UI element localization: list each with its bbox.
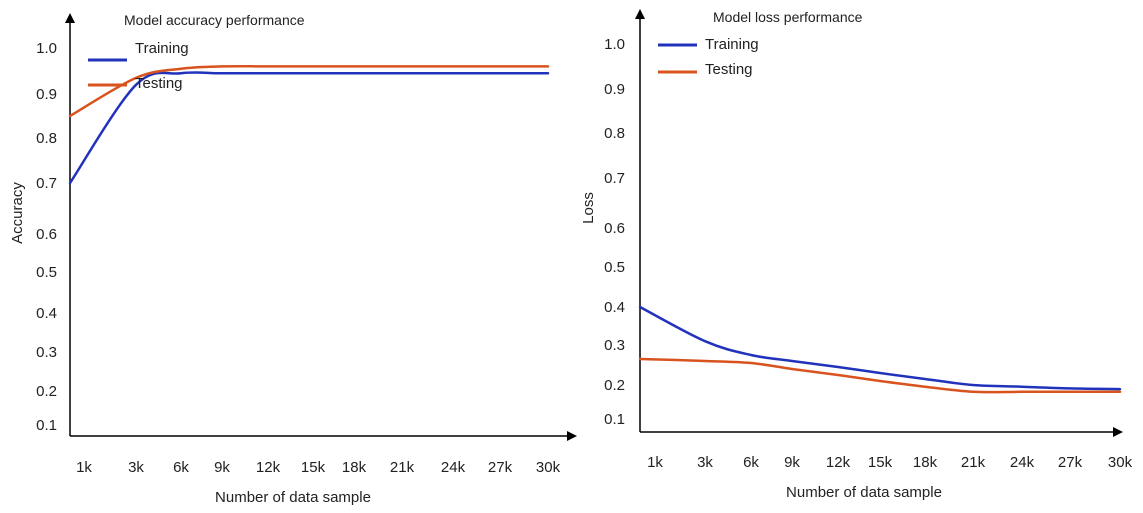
- accuracy-chart: Model accuracy performance Accuracy Numb…: [9, 12, 577, 506]
- y-tick-label: 0.7: [604, 170, 625, 187]
- x-axis-title: Number of data sample: [786, 484, 942, 501]
- x-tick-label: 21k: [961, 454, 986, 471]
- chart-title: Model loss performance: [713, 9, 863, 25]
- y-tick-label: 0.9: [604, 81, 625, 98]
- y-tick-label: 0.3: [604, 337, 625, 354]
- x-tick-label: 18k: [913, 454, 938, 471]
- legend: Training Testing: [658, 36, 759, 78]
- legend-label-training: Training: [705, 36, 759, 53]
- x-tick-label: 24k: [441, 459, 466, 476]
- x-tick-label: 24k: [1010, 454, 1035, 471]
- x-tick-labels: 1k 3k 6k 9k 12k 15k 18k 21k 24k 27k 30k: [647, 454, 1133, 471]
- y-tick-label: 0.5: [604, 259, 625, 276]
- x-tick-label: 27k: [1058, 454, 1083, 471]
- y-tick-labels: 0.1 0.2 0.3 0.4 0.5 0.6 0.7 0.8 0.9 1.0: [36, 40, 57, 434]
- y-tick-label: 0.2: [604, 377, 625, 394]
- legend: Training Testing: [88, 40, 189, 92]
- y-tick-label: 0.7: [36, 175, 57, 192]
- series-lines: [68, 64, 550, 185]
- chart-title: Model accuracy performance: [124, 12, 305, 28]
- y-tick-label: 0.8: [604, 125, 625, 142]
- x-tick-label: 9k: [784, 454, 800, 471]
- y-tick-labels: 0.1 0.2 0.3 0.4 0.5 0.6 0.7 0.8 0.9 1.0: [604, 36, 625, 428]
- series-lines: [638, 305, 1122, 394]
- y-tick-label: 0.6: [604, 220, 625, 237]
- x-tick-label: 6k: [173, 459, 189, 476]
- y-axis-title: Accuracy: [9, 182, 26, 244]
- legend-label-testing: Testing: [705, 61, 753, 78]
- y-tick-label: 1.0: [604, 36, 625, 53]
- x-tick-label: 3k: [697, 454, 713, 471]
- y-tick-label: 0.3: [36, 344, 57, 361]
- y-tick-label: 0.9: [36, 86, 57, 103]
- y-tick-label: 0.6: [36, 226, 57, 243]
- y-tick-label: 0.8: [36, 130, 57, 147]
- y-tick-label: 0.5: [36, 264, 57, 281]
- x-tick-label: 30k: [536, 459, 561, 476]
- y-tick-label: 0.4: [36, 305, 57, 322]
- y-axis-title: Loss: [580, 192, 597, 224]
- x-tick-label: 27k: [488, 459, 513, 476]
- loss-chart: Model loss performance Loss Number of da…: [580, 9, 1133, 501]
- y-tick-label: 0.1: [604, 411, 625, 428]
- x-tick-labels: 1k 3k 6k 9k 12k 15k 18k 21k 24k 27k 30k: [76, 459, 561, 476]
- x-tick-label: 1k: [647, 454, 663, 471]
- series-line-training: [638, 305, 1122, 391]
- x-tick-label: 9k: [214, 459, 230, 476]
- x-tick-label: 12k: [256, 459, 281, 476]
- series-line-testing: [638, 357, 1122, 394]
- y-tick-label: 0.2: [36, 383, 57, 400]
- y-tick-label: 0.1: [36, 417, 57, 434]
- series-line-testing: [68, 64, 550, 118]
- legend-label-testing: Testing: [135, 75, 183, 92]
- y-tick-label: 1.0: [36, 40, 57, 57]
- x-tick-label: 15k: [301, 459, 326, 476]
- x-tick-label: 1k: [76, 459, 92, 476]
- x-tick-label: 30k: [1108, 454, 1133, 471]
- x-tick-label: 12k: [826, 454, 851, 471]
- series-line-training: [68, 71, 550, 185]
- x-tick-label: 3k: [128, 459, 144, 476]
- y-tick-label: 0.4: [604, 299, 625, 316]
- x-tick-label: 15k: [868, 454, 893, 471]
- x-tick-label: 21k: [390, 459, 415, 476]
- x-axis-title: Number of data sample: [215, 489, 371, 506]
- x-tick-label: 6k: [743, 454, 759, 471]
- legend-label-training: Training: [135, 40, 189, 57]
- x-tick-label: 18k: [342, 459, 367, 476]
